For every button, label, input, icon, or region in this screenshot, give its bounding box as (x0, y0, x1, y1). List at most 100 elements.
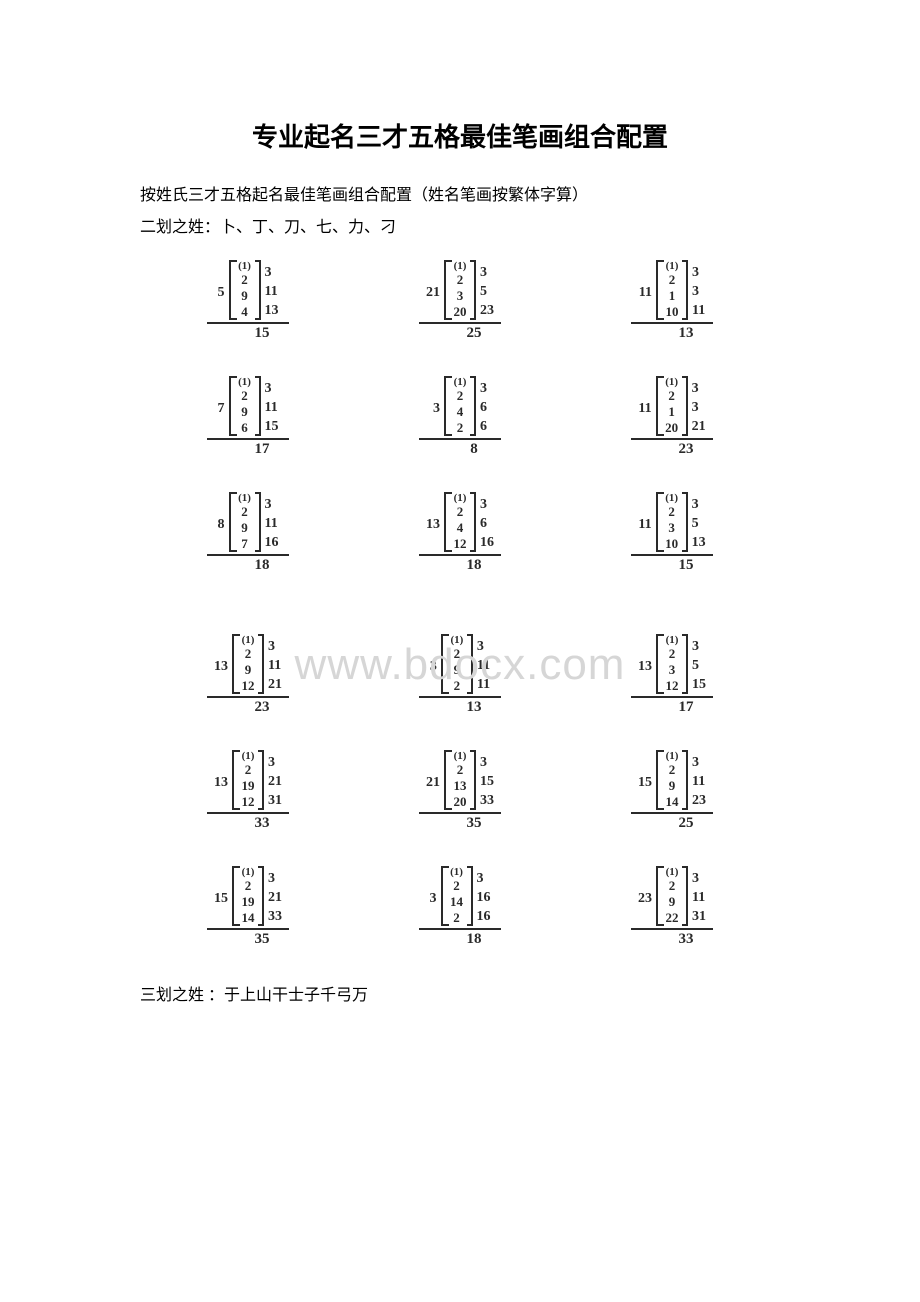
grid-value: 16 (477, 910, 491, 924)
grid-value: 13 (692, 536, 706, 550)
bracket-box: (1)21320 (444, 750, 476, 810)
stroke-diagram: 11(1)2120332123 (592, 376, 752, 458)
heaven-placeholder: (1) (447, 634, 467, 646)
grid-value: 3 (480, 266, 494, 280)
stroke-value: 2 (662, 504, 682, 520)
heaven-placeholder: (1) (662, 866, 682, 878)
document-page: 专业起名三才五格最佳笔画组合配置 按姓氏三才五格起名最佳笔画组合配置（姓名笔画按… (0, 0, 920, 1074)
grid-values-column: 3515 (688, 634, 706, 694)
grid-values-column: 31533 (476, 750, 494, 810)
total-value: 23 (227, 699, 270, 716)
stroke-value: 14 (447, 894, 467, 910)
grid-value: 5 (692, 659, 706, 673)
heaven-placeholder: (1) (450, 750, 470, 762)
stroke-value: 2 (662, 646, 682, 662)
grid-value: 11 (265, 517, 279, 531)
diagram-row: 13(1)291231121233(1)292311111313(1)23123… (140, 634, 780, 716)
stroke-value: 2 (235, 272, 255, 288)
total-divider (631, 554, 713, 556)
bracket-box: (1)2142 (441, 866, 473, 926)
grid-value: 31 (268, 794, 282, 808)
stroke-value: 9 (235, 404, 255, 420)
stroke-value: 6 (235, 420, 255, 436)
stroke-diagram: 8(1)2973111618 (168, 492, 328, 574)
stroke-diagram: 23(1)29223113133 (592, 866, 752, 948)
stroke-value: 2 (447, 646, 467, 662)
grid-value: 3 (265, 498, 279, 512)
grid-values-column: 31115 (261, 376, 279, 436)
stroke-value: 7 (235, 536, 255, 552)
stroke-value: 1 (662, 288, 682, 304)
grid-value: 3 (692, 401, 706, 415)
outer-grid-value: 13 (214, 660, 232, 674)
bracket-box: (1)2312 (656, 634, 688, 694)
stroke-diagram: 3(1)2923111113 (380, 634, 540, 716)
stroke-value: 2 (662, 878, 682, 894)
stroke-value: 3 (450, 288, 470, 304)
grid-values-column: 3513 (688, 492, 706, 552)
stroke-value: 2 (238, 762, 258, 778)
grid-values-column: 3321 (688, 376, 706, 436)
grid-values-column: 31111 (473, 634, 490, 694)
page-title: 专业起名三才五格最佳笔画组合配置 (140, 117, 780, 154)
grid-values-column: 3523 (476, 260, 494, 320)
bracket-box: (1)292 (441, 634, 473, 694)
outer-grid-value: 3 (430, 892, 441, 906)
outer-grid-value: 13 (214, 776, 232, 790)
grid-value: 11 (692, 891, 706, 905)
grid-value: 21 (268, 678, 282, 692)
grid-value: 15 (480, 775, 494, 789)
total-divider (207, 554, 289, 556)
bracket-box: (1)2320 (444, 260, 476, 320)
grid-value: 15 (265, 420, 279, 434)
bracket-box: (1)2120 (656, 376, 688, 436)
total-value: 18 (227, 557, 270, 574)
stroke-value: 3 (662, 662, 682, 678)
stroke-diagram: 15(1)219143213335 (168, 866, 328, 948)
total-divider (631, 696, 713, 698)
stroke-value: 2 (662, 388, 682, 404)
total-value: 33 (227, 815, 270, 832)
grid-value: 3 (692, 872, 706, 886)
stroke-value: 9 (235, 520, 255, 536)
intro-paragraph-2: 二划之姓：卜、丁、刀、七、力、刁 (140, 214, 780, 242)
bracket-box: (1)2922 (656, 866, 688, 926)
stroke-value: 9 (662, 894, 682, 910)
outer-grid-value: 7 (218, 402, 229, 416)
total-value: 15 (227, 325, 270, 342)
grid-value: 3 (268, 640, 282, 654)
total-value: 33 (651, 931, 694, 948)
bracket-box: (1)2412 (444, 492, 476, 552)
bracket-box: (1)2310 (656, 492, 688, 552)
stroke-value: 2 (450, 762, 470, 778)
heaven-placeholder: (1) (238, 634, 258, 646)
bracket-box: (1)2914 (656, 750, 688, 810)
grid-value: 3 (692, 640, 706, 654)
stroke-value: 10 (662, 304, 682, 320)
stroke-value: 13 (450, 778, 470, 794)
stroke-diagram: 13(1)219123213133 (168, 750, 328, 832)
outer-grid-value: 21 (426, 286, 444, 300)
grid-value: 16 (477, 891, 491, 905)
grid-value: 11 (265, 285, 279, 299)
grid-value: 21 (268, 775, 282, 789)
total-value: 13 (651, 325, 694, 342)
stroke-value: 2 (238, 646, 258, 662)
stroke-value: 2 (238, 878, 258, 894)
grid-value: 3 (477, 872, 491, 886)
stroke-value: 9 (662, 778, 682, 794)
grid-value: 3 (480, 382, 487, 396)
stroke-diagram: 15(1)29143112325 (592, 750, 752, 832)
heaven-placeholder: (1) (447, 866, 467, 878)
stroke-diagram: 13(1)2312351517 (592, 634, 752, 716)
grid-value: 3 (480, 756, 494, 770)
outer-grid-value: 3 (430, 660, 441, 674)
total-value: 18 (439, 557, 482, 574)
stroke-value: 2 (450, 272, 470, 288)
stroke-diagram: 3(1)21423161618 (380, 866, 540, 948)
stroke-value: 14 (238, 910, 258, 926)
heaven-placeholder: (1) (235, 492, 255, 504)
heaven-placeholder: (1) (662, 634, 682, 646)
grid-value: 21 (268, 891, 282, 905)
outer-grid-value: 15 (214, 892, 232, 906)
